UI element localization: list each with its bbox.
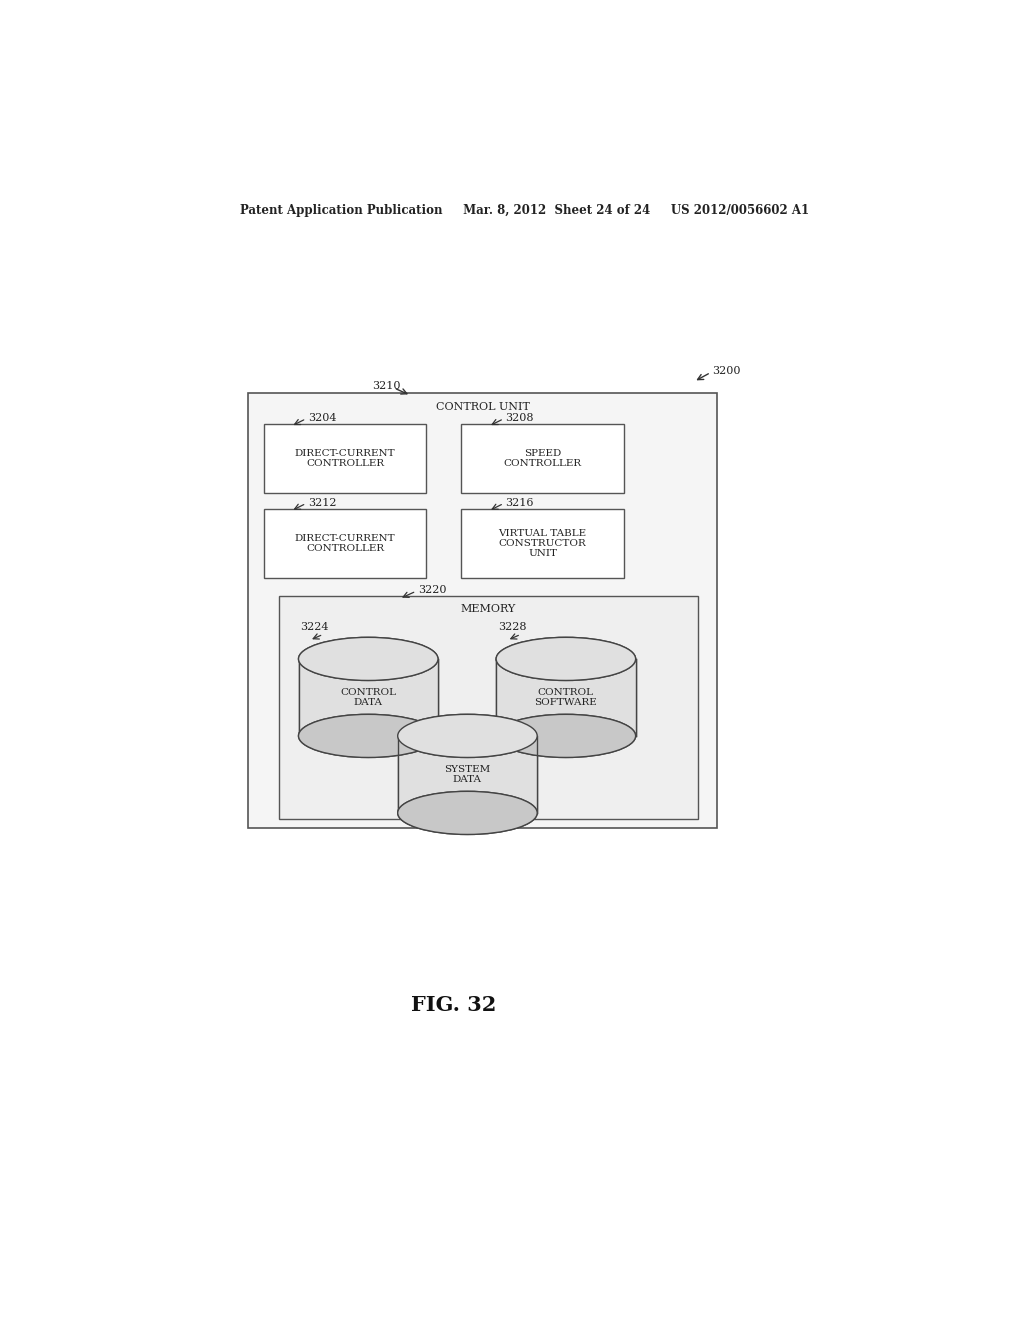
Ellipse shape [496, 638, 636, 681]
Ellipse shape [299, 638, 438, 681]
Text: FIG. 32: FIG. 32 [411, 995, 497, 1015]
Ellipse shape [397, 714, 538, 758]
Text: 3204: 3204 [308, 413, 336, 422]
Text: 3220: 3220 [418, 585, 446, 594]
Text: 3216: 3216 [506, 498, 534, 508]
Bar [496, 659, 636, 737]
Bar [299, 659, 438, 737]
Ellipse shape [496, 714, 636, 758]
Text: SYSTEM
DATA: SYSTEM DATA [444, 764, 490, 784]
Ellipse shape [299, 714, 438, 758]
Text: 3208: 3208 [506, 413, 534, 422]
Text: DIRECT-CURRENT
CONTROLLER: DIRECT-CURRENT CONTROLLER [295, 533, 395, 553]
Text: 3232: 3232 [519, 723, 548, 733]
Bar [280, 595, 697, 818]
Text: CONTROL UNIT: CONTROL UNIT [436, 403, 529, 412]
Text: 3212: 3212 [308, 498, 336, 508]
Bar [461, 508, 624, 578]
Ellipse shape [397, 792, 538, 834]
Bar [299, 659, 438, 737]
Text: VIRTUAL TABLE
CONSTRUCTOR
UNIT: VIRTUAL TABLE CONSTRUCTOR UNIT [499, 528, 587, 558]
Ellipse shape [397, 714, 538, 758]
Text: 3210: 3210 [372, 381, 400, 391]
Text: Patent Application Publication     Mar. 8, 2012  Sheet 24 of 24     US 2012/0056: Patent Application Publication Mar. 8, 2… [241, 205, 809, 218]
Text: 3200: 3200 [713, 366, 740, 376]
Ellipse shape [299, 714, 438, 758]
Ellipse shape [397, 792, 538, 834]
Ellipse shape [496, 638, 636, 681]
Ellipse shape [299, 638, 438, 681]
Bar [397, 737, 538, 813]
Bar [461, 424, 624, 494]
Text: CONTROL
DATA: CONTROL DATA [340, 688, 396, 708]
Text: SPEED
CONTROLLER: SPEED CONTROLLER [504, 449, 582, 469]
Text: CONTROL
SOFTWARE: CONTROL SOFTWARE [535, 688, 597, 708]
Text: 3228: 3228 [498, 622, 526, 631]
Bar [397, 737, 538, 813]
Bar [496, 659, 636, 737]
Bar [248, 393, 717, 829]
Text: MEMORY: MEMORY [461, 603, 516, 614]
Text: 3224: 3224 [300, 622, 329, 631]
Bar [263, 424, 426, 494]
Bar [263, 508, 426, 578]
Ellipse shape [496, 714, 636, 758]
Text: DIRECT-CURRENT
CONTROLLER: DIRECT-CURRENT CONTROLLER [295, 449, 395, 469]
